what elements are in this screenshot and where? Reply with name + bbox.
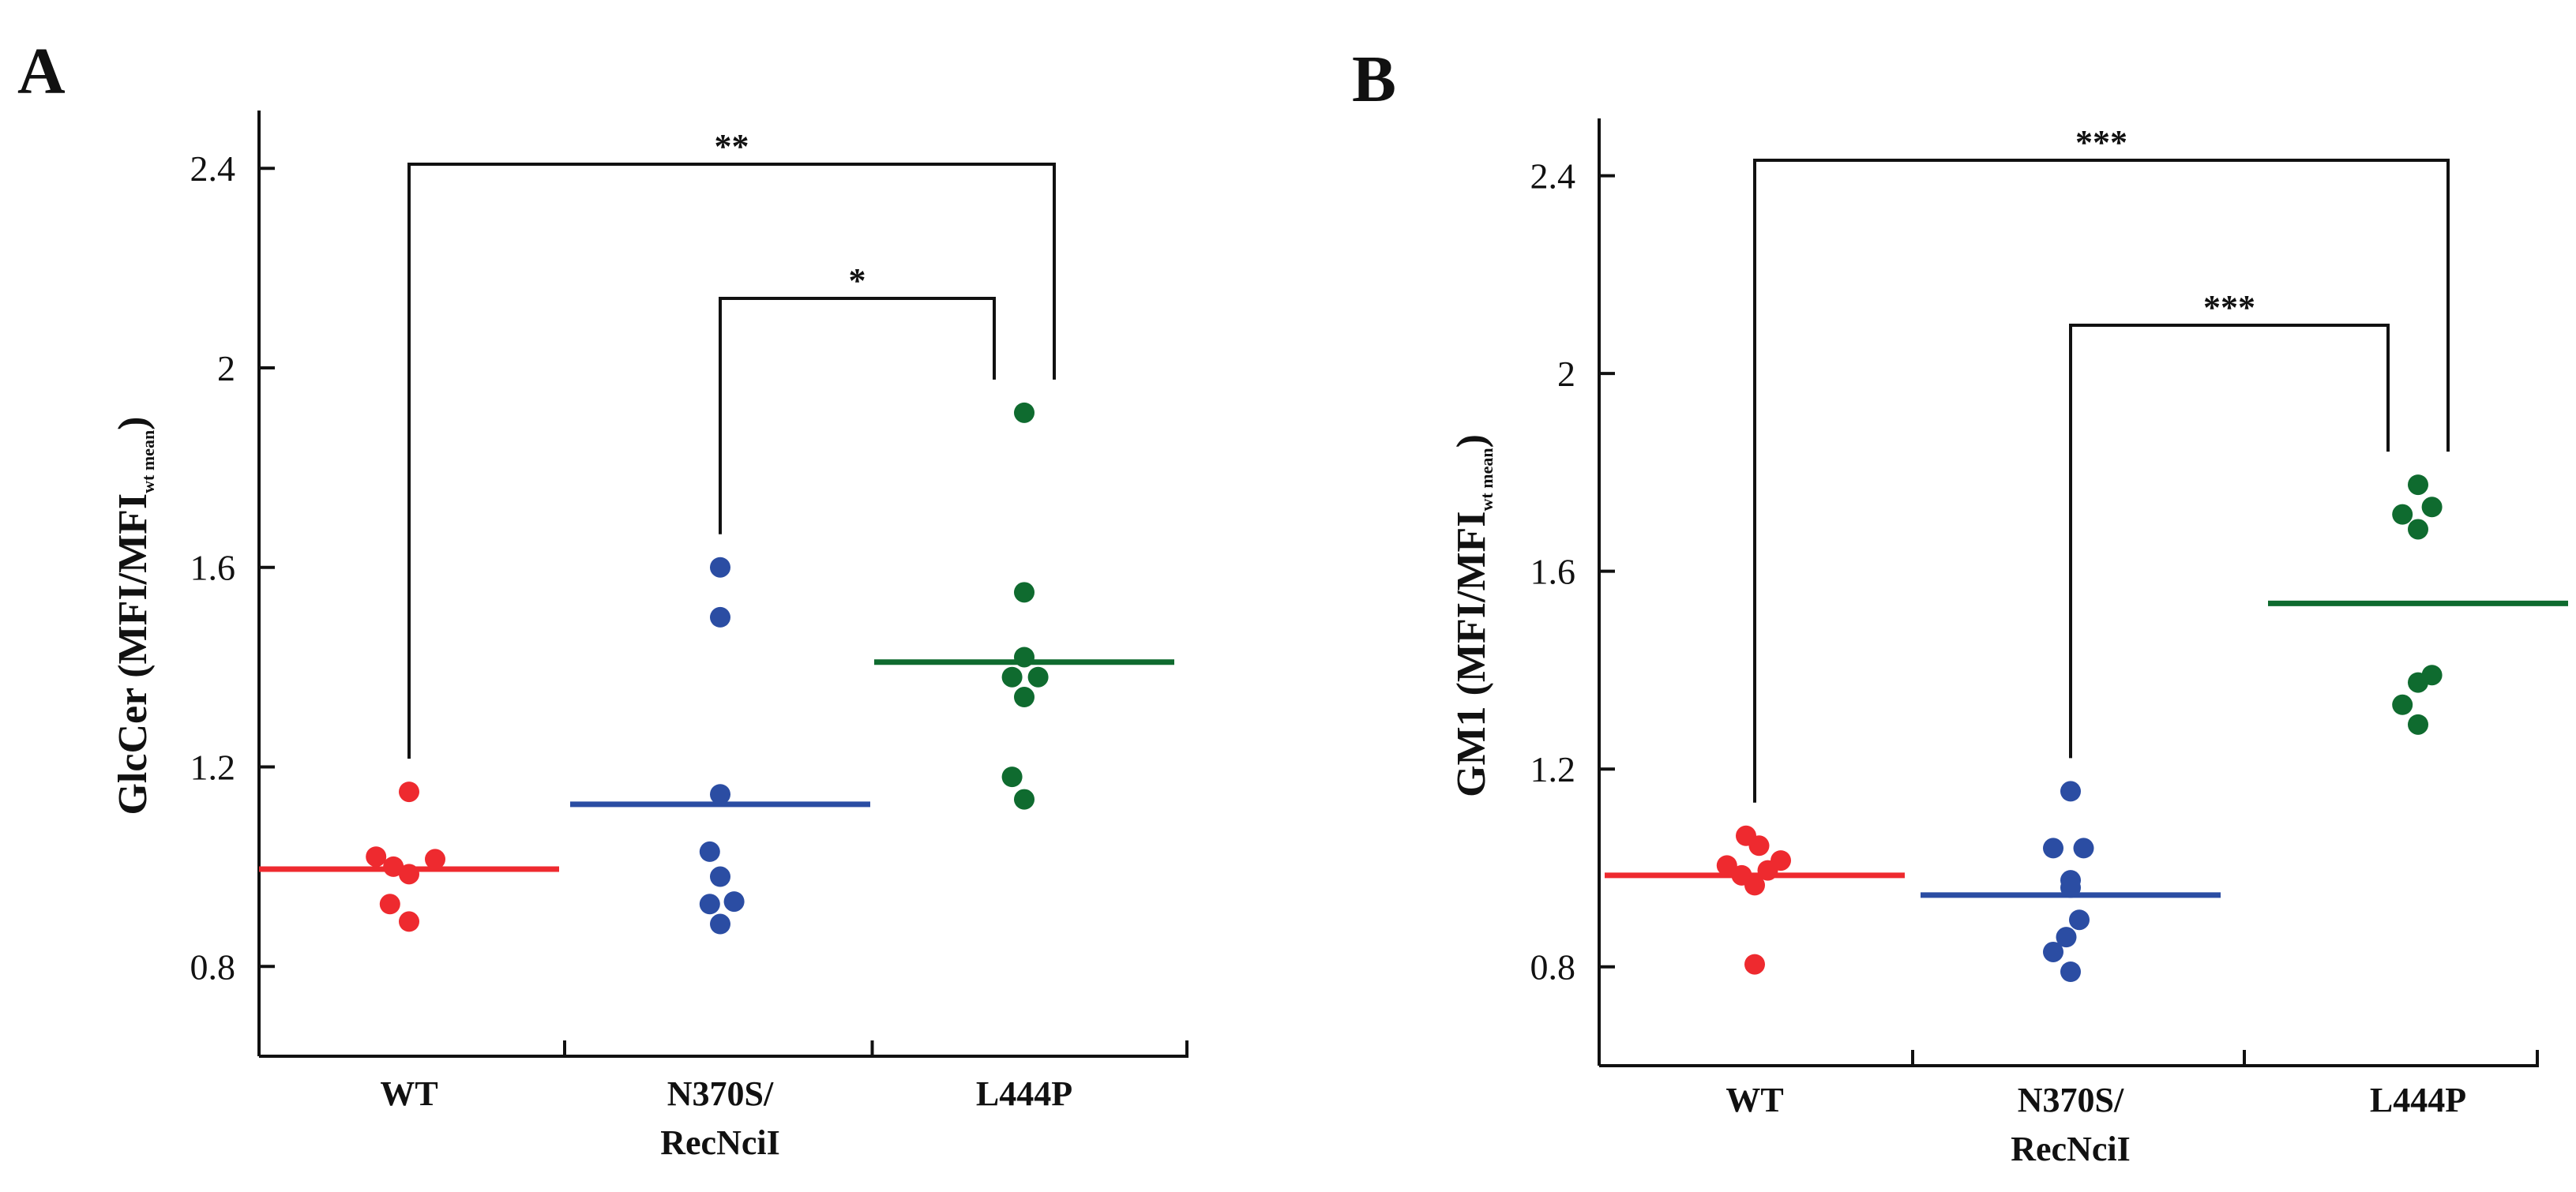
data-point — [699, 841, 720, 862]
data-point — [2421, 497, 2443, 518]
data-point — [1001, 767, 1023, 788]
data-points-a — [366, 402, 1049, 935]
panel-a: A GlcCer (MFI/MFIwt mean) 0.8 1.2 1.6 2 2.4 W… — [17, 35, 1188, 1162]
data-point — [1744, 875, 1765, 896]
significance-bracket — [1753, 159, 2450, 803]
data-point — [1014, 582, 1035, 603]
y-tick-label: 1.2 — [1530, 749, 1576, 789]
data-point — [1014, 402, 1035, 423]
data-point — [1014, 647, 1035, 668]
data-point — [379, 894, 400, 915]
data-point — [2392, 694, 2413, 715]
data-point — [2060, 961, 2081, 982]
axes-b: 0.8 1.2 1.6 2 2.4 WT N370S/RecNciI L444P — [1530, 118, 2539, 1168]
significance-label: * — [849, 261, 866, 300]
data-point — [399, 782, 419, 803]
y-tick-label: 1.2 — [190, 747, 236, 787]
mean-lines-a — [259, 659, 1174, 872]
y-tick-label: 2 — [1557, 354, 1575, 394]
data-point — [2408, 519, 2428, 540]
significance-bracket — [719, 297, 996, 534]
data-point — [710, 784, 730, 805]
data-point — [2408, 474, 2428, 496]
data-point — [399, 864, 419, 885]
data-point — [2043, 838, 2063, 859]
data-point — [399, 911, 419, 932]
data-point — [699, 894, 720, 915]
y-tick-label: 0.8 — [1530, 947, 1576, 988]
data-point — [2060, 781, 2081, 802]
significance-brackets-a: *** — [407, 127, 1056, 759]
y-tick-label: 2.4 — [1530, 156, 1576, 197]
data-point — [383, 856, 404, 877]
significance-brackets-b: *** *** — [1753, 123, 2450, 803]
x-category-label: N370S/RecNciI — [2011, 1081, 2131, 1168]
panel-label-a: A — [17, 35, 66, 108]
significance-label: *** — [2075, 123, 2127, 162]
y-tick-label: 2 — [217, 348, 235, 388]
data-point — [1014, 789, 1035, 810]
data-point — [2408, 672, 2428, 693]
y-axis-label-a: GlcCer (MFI/MFIwt mean) — [111, 416, 158, 815]
axes-a: 0.8 1.2 1.6 2 2.4 WT N370S/RecNciI L444P — [190, 111, 1188, 1162]
significance-bracket — [407, 163, 1056, 759]
data-point — [710, 557, 730, 578]
x-category-label: WT — [380, 1074, 437, 1113]
x-category-label: L444P — [976, 1074, 1072, 1113]
data-point — [366, 846, 387, 868]
data-point — [2043, 941, 2063, 962]
data-point — [2392, 504, 2413, 525]
significance-label: *** — [2203, 288, 2255, 327]
data-point — [1748, 835, 1770, 857]
data-point — [2060, 877, 2081, 898]
panel-b: B GM1 (MFI/MFIwt mean) 0.8 1.2 1.6 2 2.4 WT N3… — [1352, 43, 2568, 1168]
data-point — [1744, 954, 1765, 975]
y-tick-label: 1.6 — [190, 548, 236, 588]
data-point — [2073, 838, 2094, 859]
significance-label: ** — [715, 127, 749, 166]
data-point — [710, 606, 730, 628]
data-point — [1757, 860, 1778, 881]
x-category-label: L444P — [2370, 1081, 2466, 1119]
data-point — [1001, 666, 1023, 688]
data-point — [2056, 927, 2077, 948]
significance-bracket — [2069, 324, 2390, 759]
y-tick-label: 0.8 — [190, 946, 236, 987]
data-points-b — [1716, 474, 2443, 982]
data-point — [1014, 687, 1035, 708]
x-category-label: N370S/RecNciI — [660, 1074, 780, 1162]
y-tick-label: 1.6 — [1530, 552, 1576, 592]
x-category-label: WT — [1725, 1081, 1783, 1119]
data-point — [2069, 909, 2090, 931]
panel-label-b: B — [1352, 43, 1396, 116]
data-point — [2408, 714, 2428, 735]
y-tick-label: 2.4 — [190, 148, 236, 189]
data-point — [710, 913, 730, 935]
y-axis-label-b: GM1 (MFI/MFIwt mean) — [1449, 434, 1496, 797]
data-point — [425, 849, 445, 870]
data-point — [1027, 666, 1049, 688]
data-point — [723, 891, 745, 913]
data-point — [1716, 855, 1737, 876]
data-point — [710, 866, 730, 887]
